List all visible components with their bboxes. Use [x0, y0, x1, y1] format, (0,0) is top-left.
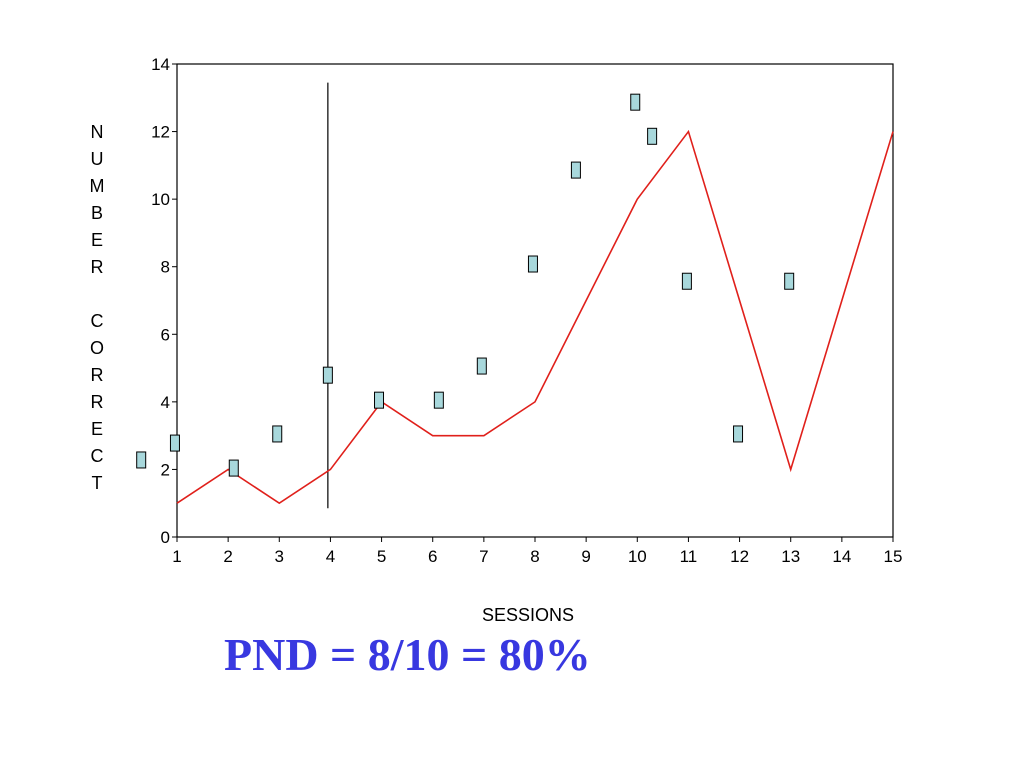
- data-point: [784, 272, 795, 290]
- x-tick-label: 3: [275, 547, 284, 566]
- x-tick-label: 15: [884, 547, 903, 566]
- data-point: [647, 127, 658, 145]
- data-point: [433, 391, 444, 409]
- data-point: [630, 93, 641, 111]
- y-tick-label: 4: [161, 393, 170, 412]
- y-tick-label: 10: [151, 190, 170, 209]
- x-axis-label: SESSIONS: [482, 605, 574, 625]
- x-tick-label: 13: [781, 547, 800, 566]
- data-point: [272, 425, 283, 443]
- x-tick-label: 14: [832, 547, 851, 566]
- data-point: [570, 161, 581, 179]
- x-tick-label: 5: [377, 547, 386, 566]
- y-tick-label: 0: [161, 528, 170, 547]
- data-point: [733, 425, 744, 443]
- data-point: [476, 357, 487, 375]
- y-tick-label: 2: [161, 460, 170, 479]
- x-tick-label: 1: [172, 547, 181, 566]
- y-tick-label: 6: [161, 325, 170, 344]
- x-tick-label: 9: [581, 547, 590, 566]
- x-tick-label: 8: [530, 547, 539, 566]
- plot-frame: [176, 63, 894, 538]
- x-tick-label: 10: [628, 547, 647, 566]
- data-point: [322, 366, 333, 384]
- x-tick-label: 6: [428, 547, 437, 566]
- annotation: PND = 8/10 = 80%: [224, 629, 591, 680]
- x-tick-label: 7: [479, 547, 488, 566]
- data-point: [228, 459, 239, 477]
- data-point: [169, 434, 180, 452]
- y-tick-label: 8: [161, 258, 170, 277]
- data-point: [681, 272, 692, 290]
- data-line: [176, 129, 894, 505]
- y-tick-label: 14: [151, 55, 170, 74]
- x-tick-label: 11: [680, 547, 698, 566]
- data-point: [527, 255, 538, 273]
- x-tick-label: 2: [223, 547, 232, 566]
- y-tick-label: 12: [151, 123, 170, 142]
- data-point: [374, 391, 385, 409]
- y-axis-label: NUMBER CORRECT: [87, 122, 107, 500]
- x-tick-label: 4: [326, 547, 335, 566]
- x-tick-label: 12: [730, 547, 749, 566]
- data-point: [136, 451, 147, 469]
